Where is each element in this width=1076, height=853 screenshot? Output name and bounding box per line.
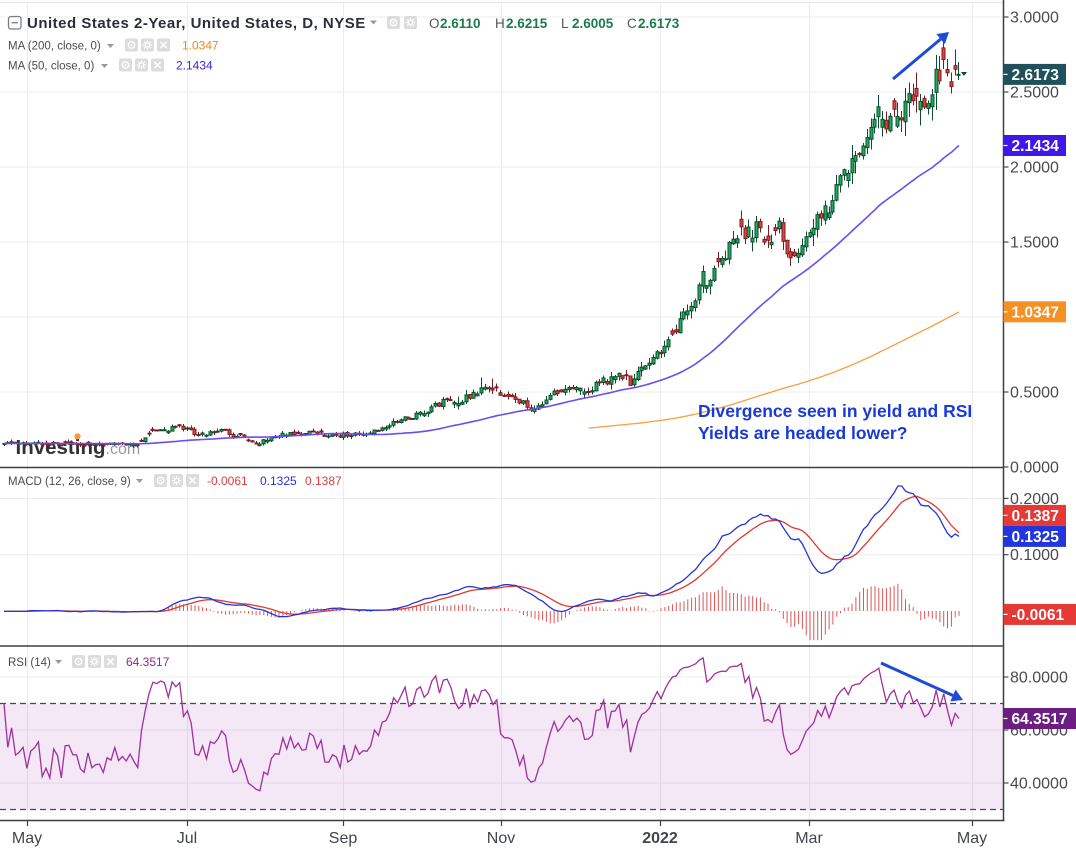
svg-text:0.1387: 0.1387	[305, 474, 342, 488]
svg-text:Investing: Investing	[16, 436, 106, 459]
svg-text:40.0000: 40.0000	[1010, 776, 1068, 793]
svg-text:1.0347: 1.0347	[182, 39, 219, 53]
svg-text:O: O	[429, 16, 440, 31]
svg-text:2.1434: 2.1434	[176, 59, 213, 73]
svg-text:2022: 2022	[642, 830, 678, 847]
svg-text:2.6173: 2.6173	[1012, 67, 1060, 84]
svg-text:0.0000: 0.0000	[1010, 460, 1059, 477]
svg-text:2.6173: 2.6173	[638, 16, 680, 31]
svg-text:0.5000: 0.5000	[1010, 385, 1059, 402]
svg-text:64.3517: 64.3517	[126, 655, 170, 669]
svg-text:-0.0061: -0.0061	[1012, 607, 1065, 624]
svg-text:RSI (14): RSI (14)	[8, 657, 51, 669]
svg-text:L: L	[561, 16, 569, 31]
svg-text:2.0000: 2.0000	[1010, 160, 1059, 177]
svg-text:Nov: Nov	[487, 830, 515, 847]
svg-text:United States 2-Year, United S: United States 2-Year, United States, D, …	[27, 15, 366, 32]
svg-text:0.1325: 0.1325	[260, 474, 297, 488]
svg-text:-0.0061: -0.0061	[207, 474, 248, 488]
svg-text:80.0000: 80.0000	[1010, 670, 1068, 687]
svg-text:2.1434: 2.1434	[1012, 138, 1060, 155]
svg-text:Jul: Jul	[177, 830, 197, 847]
svg-text:May: May	[12, 830, 42, 847]
svg-text:2.5000: 2.5000	[1010, 85, 1059, 102]
svg-text:H: H	[495, 16, 505, 31]
svg-text:May: May	[957, 830, 987, 847]
svg-text:64.3517: 64.3517	[1012, 711, 1068, 728]
svg-text:1.5000: 1.5000	[1010, 235, 1059, 252]
svg-text:Divergence seen in yield and R: Divergence seen in yield and RSI	[698, 401, 972, 421]
svg-text:MA (200, close, 0): MA (200, close, 0)	[8, 41, 101, 53]
svg-text:0.1325: 0.1325	[1012, 529, 1060, 546]
svg-text:MACD (12, 26, close, 9): MACD (12, 26, close, 9)	[8, 476, 131, 488]
svg-text:Yields are headed lower?: Yields are headed lower?	[698, 423, 907, 443]
svg-text:2.6005: 2.6005	[572, 16, 614, 31]
svg-text:1.0347: 1.0347	[1012, 304, 1059, 321]
svg-text:3.0000: 3.0000	[1010, 10, 1059, 27]
svg-text:MA (50, close, 0): MA (50, close, 0)	[8, 61, 94, 73]
svg-text:0.1000: 0.1000	[1010, 547, 1059, 564]
svg-text:Sep: Sep	[329, 830, 358, 847]
svg-text:2.6110: 2.6110	[440, 16, 481, 31]
svg-text:2.6215: 2.6215	[506, 16, 548, 31]
svg-text:Mar: Mar	[795, 830, 823, 847]
svg-text:0.1387: 0.1387	[1012, 508, 1059, 525]
svg-text:C: C	[627, 16, 637, 31]
